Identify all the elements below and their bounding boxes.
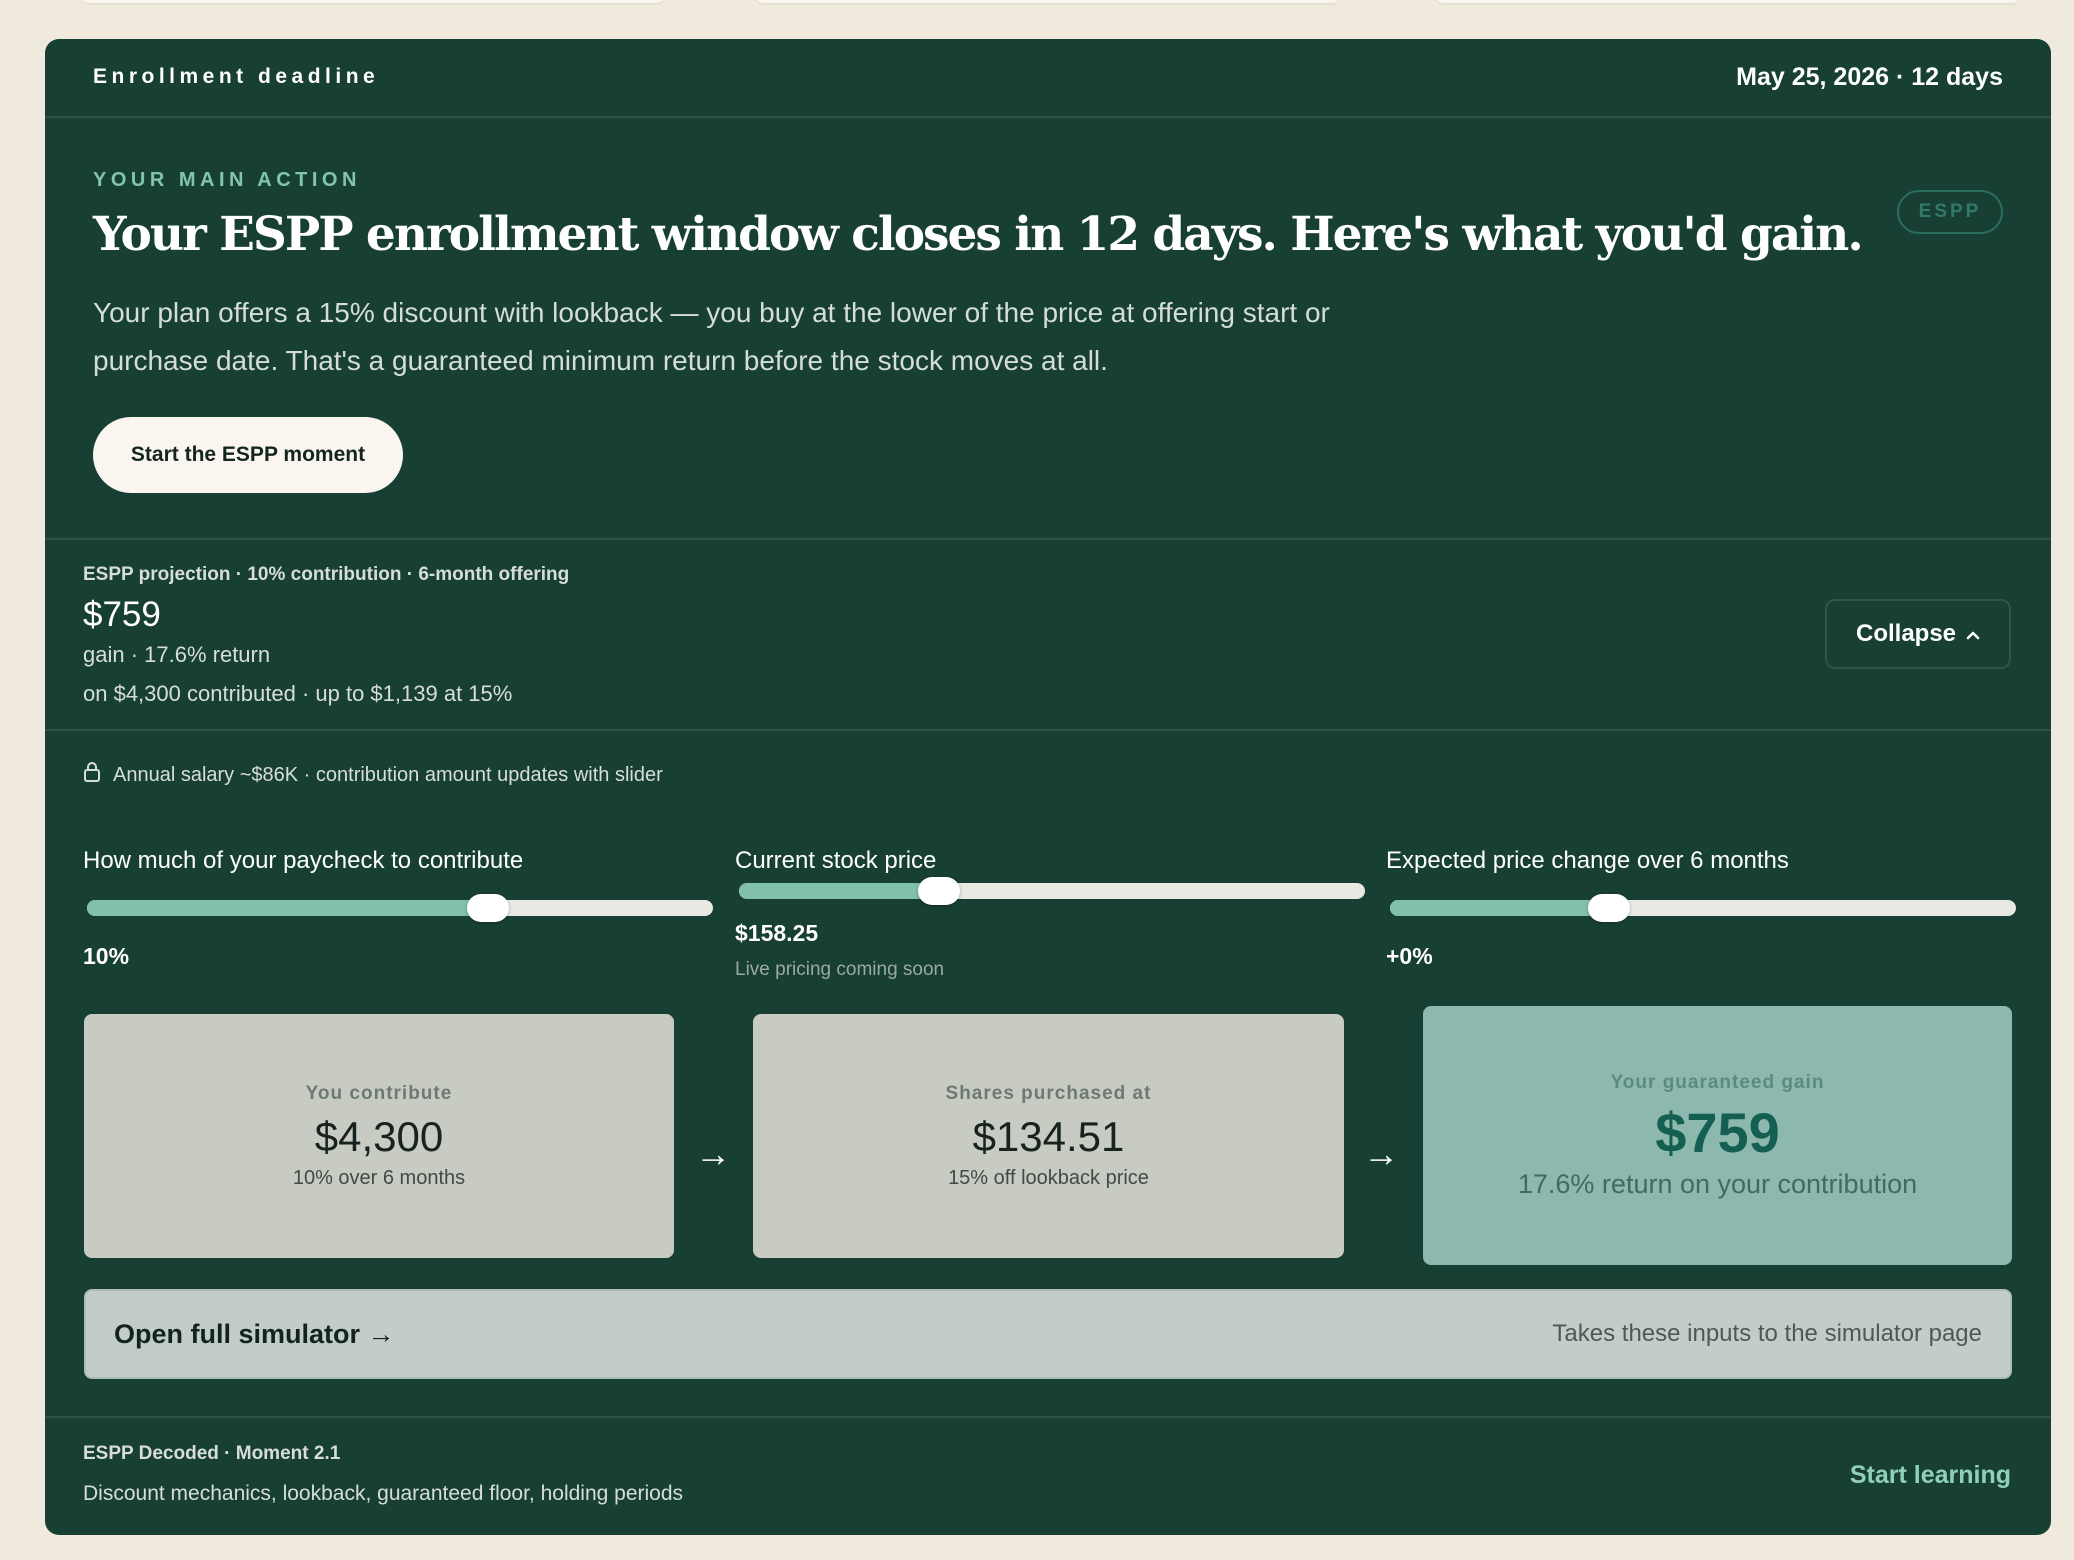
top-tabs bbox=[0, 0, 2074, 8]
hero-subtext: Your plan offers a 15% discount with loo… bbox=[93, 297, 1330, 376]
top-tab[interactable] bbox=[80, 0, 665, 3]
salary-note-text: Annual salary ~$86K · contribution amoun… bbox=[113, 763, 663, 786]
eyebrow: YOUR MAIN ACTION bbox=[93, 169, 361, 191]
stock-price-slider-label: Current stock price bbox=[735, 847, 937, 874]
slider-fill bbox=[87, 900, 488, 916]
divider bbox=[45, 1416, 2051, 1418]
divider bbox=[45, 729, 2051, 731]
start-learning-link[interactable]: Start learning bbox=[1849, 1461, 2011, 1489]
projection-amount: $759 bbox=[83, 595, 161, 634]
slider-thumb[interactable] bbox=[1588, 894, 1631, 922]
footer-subtitle: Discount mechanics, lookback, guaranteed… bbox=[83, 1482, 684, 1505]
projection-title: ESPP projection · 10% contribution · 6-m… bbox=[83, 564, 570, 585]
espp-badge: ESPP bbox=[1897, 190, 2003, 234]
start-espp-moment-button[interactable]: Start the ESPP moment bbox=[93, 417, 403, 493]
slider-thumb[interactable] bbox=[918, 877, 961, 905]
contribution-slider[interactable] bbox=[87, 894, 713, 922]
box-note: 15% off lookback price bbox=[948, 1166, 1149, 1189]
box-label: Shares purchased at bbox=[945, 1082, 1152, 1104]
box-label: You contribute bbox=[305, 1082, 453, 1104]
footer-title: ESPP Decoded · Moment 2.1 bbox=[83, 1443, 341, 1464]
live-pricing-note: Live pricing coming soon bbox=[735, 959, 945, 980]
slider-fill bbox=[739, 883, 940, 899]
espp-card: Enrollment deadline May 25, 2026 · 12 da… bbox=[45, 39, 2051, 1535]
divider bbox=[45, 538, 2051, 540]
arrow-right-icon: → bbox=[695, 1133, 731, 1174]
price-change-slider[interactable] bbox=[1390, 894, 2016, 922]
contribution-slider-label: How much of your paycheck to contribute bbox=[83, 847, 524, 874]
collapse-button[interactable]: Collapse bbox=[1825, 599, 2011, 669]
box-value: $4,300 bbox=[314, 1112, 444, 1160]
price-change-value: +0% bbox=[1386, 943, 1433, 969]
box-value: $134.51 bbox=[972, 1112, 1125, 1160]
collapse-label: Collapse bbox=[1855, 620, 1957, 647]
stock-price-slider[interactable] bbox=[739, 877, 1365, 905]
page-title: Your ESPP enrollment window closes in 12… bbox=[93, 207, 1864, 262]
arrow-right-icon: → bbox=[1363, 1133, 1399, 1174]
guaranteed-gain-box: Your guaranteed gain $759 17.6% return o… bbox=[1423, 1006, 2012, 1265]
simulator-note: Takes these inputs to the simulator page bbox=[1552, 1320, 1982, 1347]
open-simulator-button[interactable]: Open full simulator → Takes these inputs… bbox=[84, 1289, 2012, 1379]
price-change-slider-label: Expected price change over 6 months bbox=[1386, 847, 1789, 874]
slider-fill bbox=[1390, 900, 1610, 916]
contribution-value: 10% bbox=[83, 943, 130, 969]
divider bbox=[45, 116, 2051, 118]
deadline-date: May 25, 2026 · 12 days bbox=[1736, 63, 2003, 91]
stock-price-value: $158.25 bbox=[735, 920, 819, 946]
purchase-price-box: Shares purchased at $134.51 15% off look… bbox=[753, 1014, 1344, 1258]
salary-note: Annual salary ~$86K · contribution amoun… bbox=[83, 761, 663, 789]
projection-contributed: on $4,300 contributed · up to $1,139 at … bbox=[83, 681, 513, 706]
contribute-box: You contribute $4,300 10% over 6 months bbox=[84, 1014, 674, 1258]
top-tab[interactable] bbox=[755, 0, 1340, 3]
lock-icon bbox=[83, 761, 101, 789]
chevron-up-icon bbox=[1966, 623, 1980, 646]
top-tab[interactable] bbox=[1435, 0, 2020, 3]
box-value: $759 bbox=[1655, 1100, 1780, 1164]
slider-thumb[interactable] bbox=[466, 894, 509, 922]
projection-return: gain · 17.6% return bbox=[83, 642, 271, 667]
box-note: 10% over 6 months bbox=[292, 1166, 466, 1189]
deadline-label: Enrollment deadline bbox=[93, 65, 380, 88]
box-label: Your guaranteed gain bbox=[1610, 1071, 1825, 1093]
box-note: 17.6% return on your contribution bbox=[1517, 1168, 1918, 1199]
simulator-title: Open full simulator → bbox=[114, 1318, 395, 1349]
